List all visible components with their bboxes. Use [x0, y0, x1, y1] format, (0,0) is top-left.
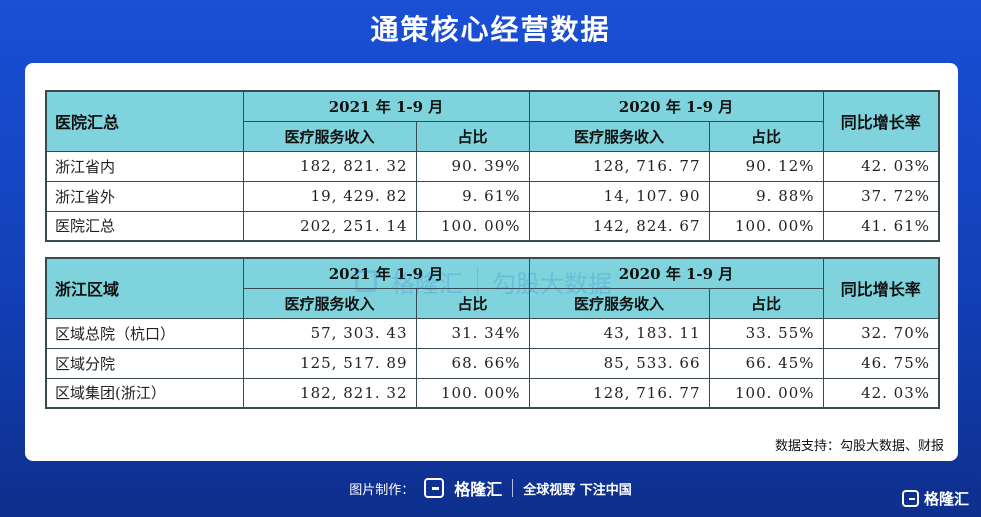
footer-brand: 格隆汇	[454, 480, 503, 499]
growth-cell: 42. 03%	[822, 377, 940, 409]
revenue-2020-cell: 142, 824. 67	[528, 210, 710, 242]
share-2020-cell: 90. 12%	[708, 150, 824, 182]
share-2021-cell: 68. 66%	[415, 347, 530, 379]
table-row: 区域总院（杭口） 57, 303. 43 31. 34% 43, 183. 11…	[45, 317, 940, 349]
page-title: 通策核心经营数据	[370, 13, 611, 46]
table-corner-header: 医院汇总	[45, 90, 244, 152]
share-2020-cell: 9. 88%	[708, 180, 824, 212]
share-2020-header: 占比	[708, 120, 824, 152]
row-label: 浙江省外	[45, 180, 244, 212]
period-2021-header: 2021 年 1-9 月	[242, 90, 530, 122]
share-2020-cell: 33. 55%	[708, 317, 824, 349]
period-2021-header: 2021 年 1-9 月	[242, 257, 530, 289]
revenue-2020-cell: 43, 183. 11	[528, 317, 710, 349]
revenue-2020-header: 医疗服务收入	[528, 120, 710, 152]
table-row: 区域分院 125, 517. 89 68. 66% 85, 533. 66 66…	[45, 347, 940, 379]
table-row: 浙江省外 19, 429. 82 9. 61% 14, 107. 90 9. 8…	[45, 180, 940, 212]
revenue-2020-cell: 85, 533. 66	[528, 347, 710, 379]
revenue-2021-header: 医疗服务收入	[242, 287, 417, 319]
share-2021-cell: 9. 61%	[415, 180, 530, 212]
row-label: 区域分院	[45, 347, 244, 379]
revenue-2021-cell: 182, 821. 32	[242, 150, 417, 182]
table-row: 浙江省内 182, 821. 32 90. 39% 128, 716. 77 9…	[45, 150, 940, 182]
row-label: 区域总院（杭口）	[45, 317, 244, 349]
revenue-2020-cell: 14, 107. 90	[528, 180, 710, 212]
growth-cell: 37. 72%	[822, 180, 940, 212]
row-label: 浙江省内	[45, 150, 244, 182]
footer: 图片制作： 格隆汇 全球视野 下注中国	[0, 476, 981, 500]
data-source-note: 数据支持：勾股大数据、财报	[774, 439, 944, 454]
period-2020-header: 2020 年 1-9 月	[528, 257, 824, 289]
revenue-2021-cell: 19, 429. 82	[242, 180, 417, 212]
table-row: 区域集团(浙江） 182, 821. 32 100. 00% 128, 716.…	[45, 377, 940, 409]
corner-logo: 格隆汇	[901, 488, 969, 509]
share-2020-cell: 66. 45%	[708, 347, 824, 379]
revenue-2020-header: 医疗服务收入	[528, 287, 710, 319]
growth-header: 同比增长率	[822, 90, 940, 152]
gelonghui-logo-icon	[901, 490, 919, 507]
zhejiang-region-table: 浙江区域 2021 年 1-9 月 2020 年 1-9 月 同比增长率 医疗服…	[45, 257, 941, 409]
gelonghui-logo-icon	[424, 478, 445, 498]
revenue-2020-cell: 128, 716. 77	[528, 377, 710, 409]
revenue-2021-cell: 125, 517. 89	[242, 347, 417, 379]
share-2021-header: 占比	[415, 120, 530, 152]
hospital-summary-table: 医院汇总 2021 年 1-9 月 2020 年 1-9 月 同比增长率 医疗服…	[45, 90, 941, 242]
made-by-label: 图片制作：	[349, 482, 415, 498]
growth-cell: 32. 70%	[822, 317, 940, 349]
share-2021-cell: 100. 00%	[415, 210, 530, 242]
share-2021-cell: 31. 34%	[415, 317, 530, 349]
growth-header: 同比增长率	[822, 257, 940, 319]
corner-brand: 格隆汇	[923, 490, 969, 508]
footer-divider	[512, 479, 514, 497]
period-2020-header: 2020 年 1-9 月	[528, 90, 824, 122]
share-2021-cell: 100. 00%	[415, 377, 530, 409]
growth-cell: 42. 03%	[822, 150, 940, 182]
footer-slogan: 全球视野 下注中国	[523, 482, 632, 498]
row-label: 区域集团(浙江）	[45, 377, 244, 409]
growth-cell: 41. 61%	[822, 210, 940, 242]
share-2021-header: 占比	[415, 287, 530, 319]
table-corner-header: 浙江区域	[45, 257, 244, 319]
share-2020-cell: 100. 00%	[708, 210, 824, 242]
revenue-2021-cell: 202, 251. 14	[242, 210, 417, 242]
share-2021-cell: 90. 39%	[415, 150, 530, 182]
share-2020-header: 占比	[708, 287, 824, 319]
revenue-2021-cell: 182, 821. 32	[242, 377, 417, 409]
row-label: 医院汇总	[45, 210, 244, 242]
revenue-2020-cell: 128, 716. 77	[528, 150, 710, 182]
share-2020-cell: 100. 00%	[708, 377, 824, 409]
data-card: 医院汇总 2021 年 1-9 月 2020 年 1-9 月 同比增长率 医疗服…	[25, 63, 958, 461]
growth-cell: 46. 75%	[822, 347, 940, 379]
revenue-2021-cell: 57, 303. 43	[242, 317, 417, 349]
table-row: 医院汇总 202, 251. 14 100. 00% 142, 824. 67 …	[45, 210, 940, 242]
revenue-2021-header: 医疗服务收入	[242, 120, 417, 152]
